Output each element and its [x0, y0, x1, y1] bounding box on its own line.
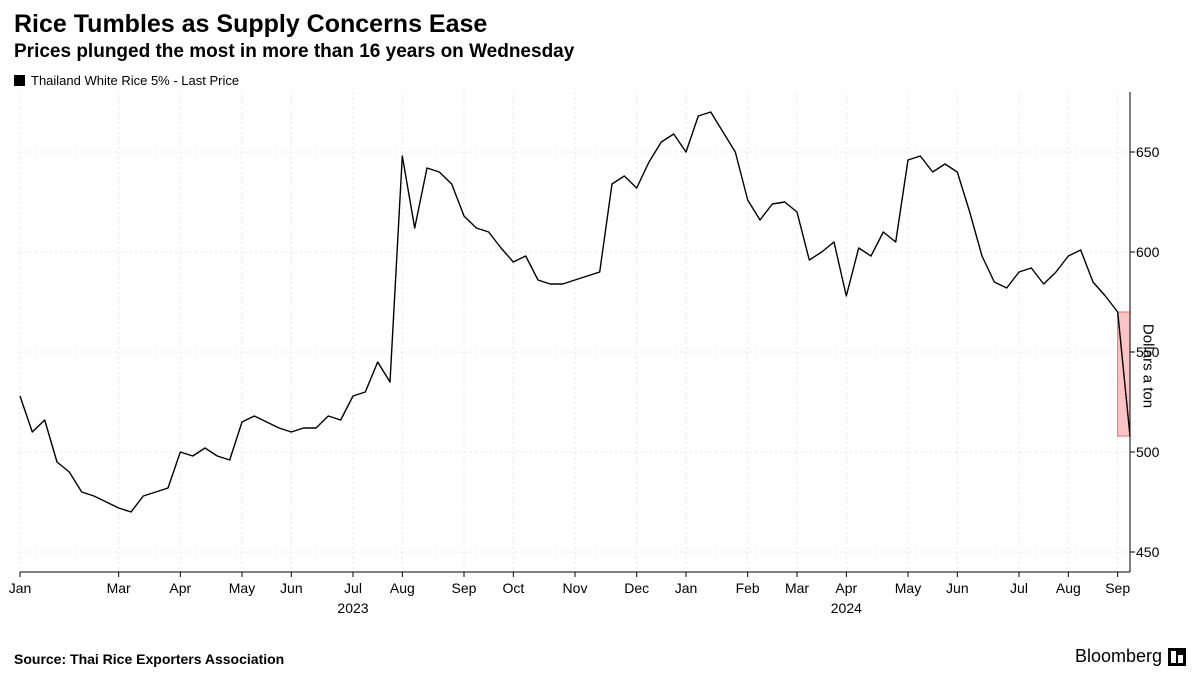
legend-marker — [14, 75, 25, 86]
x-tick-label: Jun — [946, 580, 969, 596]
x-tick-label: Mar — [785, 580, 809, 596]
x-tick-label: Jan — [9, 580, 32, 596]
brand-label: Bloomberg — [1075, 646, 1162, 667]
line-chart-svg — [14, 92, 1186, 640]
source-text: Source: Thai Rice Exporters Association — [14, 651, 284, 667]
x-year-label: 2023 — [337, 600, 368, 616]
x-year-label: 2024 — [831, 600, 862, 616]
y-tick-label: 500 — [1136, 444, 1159, 460]
x-tick-label: Aug — [390, 580, 415, 596]
legend-label: Thailand White Rice 5% - Last Price — [31, 73, 239, 88]
legend: Thailand White Rice 5% - Last Price — [14, 73, 1186, 88]
chart-title: Rice Tumbles as Supply Concerns Ease — [14, 10, 1186, 39]
x-tick-label: Apr — [835, 580, 857, 596]
x-tick-label: Oct — [502, 580, 524, 596]
x-tick-label: Jul — [1010, 580, 1028, 596]
y-tick-label: 600 — [1136, 244, 1159, 260]
x-tick-label: May — [895, 580, 921, 596]
brand: Bloomberg — [1075, 646, 1186, 667]
x-tick-label: Sep — [1105, 580, 1130, 596]
y-axis-title: Dollars a ton — [1139, 324, 1156, 408]
x-tick-label: Mar — [107, 580, 131, 596]
chart-container: Rice Tumbles as Supply Concerns Ease Pri… — [0, 0, 1200, 675]
x-tick-label: May — [229, 580, 255, 596]
y-tick-label: 650 — [1136, 144, 1159, 160]
chart-subtitle: Prices plunged the most in more than 16 … — [14, 41, 1186, 63]
x-tick-label: Jul — [344, 580, 362, 596]
x-tick-label: Apr — [169, 580, 191, 596]
chart-footer: Source: Thai Rice Exporters Association … — [14, 646, 1186, 667]
x-tick-label: Aug — [1056, 580, 1081, 596]
brand-icon — [1168, 648, 1186, 666]
y-tick-label: 450 — [1136, 544, 1159, 560]
x-tick-label: Jan — [675, 580, 698, 596]
x-tick-label: Feb — [736, 580, 760, 596]
x-tick-label: Sep — [452, 580, 477, 596]
x-tick-label: Jun — [280, 580, 303, 596]
x-tick-label: Nov — [563, 580, 588, 596]
chart-area: 450500550600650JanMarAprMayJunJulAugSepO… — [14, 92, 1186, 640]
x-tick-label: Dec — [624, 580, 649, 596]
